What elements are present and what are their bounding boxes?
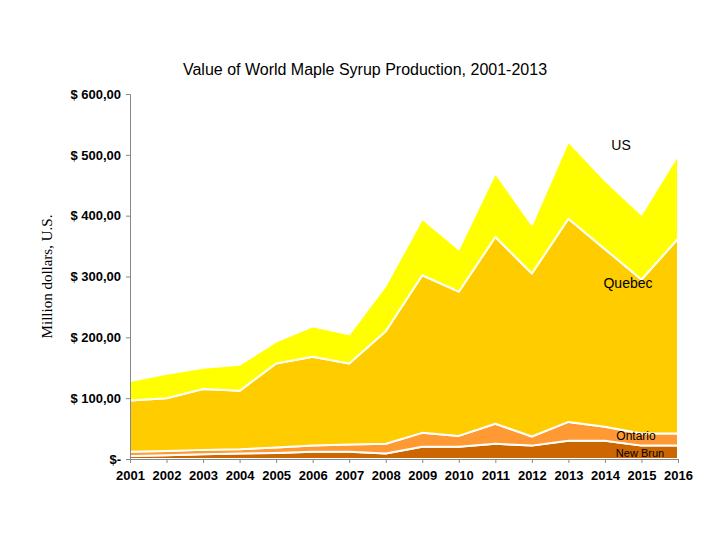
tick-label: 2007 [335, 468, 364, 483]
tick-mark [641, 459, 642, 463]
tick-mark [678, 459, 679, 463]
tick: 2001 [116, 459, 145, 483]
tick-label: 2005 [262, 468, 291, 483]
tick-mark [276, 459, 277, 463]
tick: $ 100,00 [70, 391, 130, 406]
tick-label: 2016 [664, 468, 693, 483]
tick: 2011 [482, 459, 510, 483]
tick-mark [126, 277, 130, 278]
tick-label: 2015 [628, 468, 657, 483]
tick: 2008 [372, 459, 401, 483]
tick-mark [126, 94, 130, 95]
tick-label: 2009 [408, 468, 437, 483]
tick-mark [349, 459, 350, 463]
tick: 2010 [445, 459, 474, 483]
tick-mark [126, 459, 130, 460]
tick-mark [240, 459, 241, 463]
tick-label: $ 500,00 [70, 147, 121, 162]
area [130, 141, 678, 400]
tick-mark [422, 459, 423, 463]
tick-label: 2014 [591, 468, 621, 483]
tick-label: 2002 [153, 468, 182, 483]
tick-label: $ 300,00 [70, 269, 121, 284]
tick-label: $ 200,00 [70, 330, 121, 345]
tick-mark [126, 337, 130, 338]
tick-mark [203, 459, 204, 463]
y-axis: $- $ 100,00 $ 200,00 $ 300,00 $ 400,00 $ 500,… [70, 87, 130, 467]
tick: $ 200,00 [70, 330, 130, 345]
tick: $ 500,00 [70, 147, 130, 162]
tick: $ 600,00 [70, 87, 130, 102]
axis-line [126, 95, 131, 460]
axis-line [131, 460, 679, 464]
chart: Value of World Maple Syrup Production, 2… [0, 0, 720, 540]
tick-mark [605, 459, 606, 463]
tick-label: 2011 [482, 468, 510, 483]
tick-mark [126, 398, 130, 399]
tick-mark [313, 459, 314, 463]
series-label: Ontario [616, 429, 656, 443]
tick-mark [459, 459, 460, 463]
tick: 2007 [335, 459, 364, 483]
tick: 2006 [299, 459, 328, 483]
tick-label: 2004 [226, 468, 256, 483]
tick: $- [109, 452, 130, 467]
tick: $ 400,00 [70, 208, 130, 223]
series-label: US [611, 137, 630, 153]
tick-label: 2013 [554, 468, 583, 483]
tick-label: $ 600,00 [70, 87, 121, 102]
tick-mark [386, 459, 387, 463]
tick: 2002 [153, 459, 182, 483]
tick-mark [130, 459, 131, 463]
tick: 2014 [591, 459, 621, 483]
series-label: Quebec [603, 275, 652, 291]
tick-label: 2008 [372, 468, 401, 483]
tick: 2015 [628, 459, 657, 483]
title: Value of World Maple Syrup Production, 2… [183, 61, 547, 78]
tick: 2009 [408, 459, 437, 483]
tick-label: $ 400,00 [70, 208, 121, 223]
tick: $ 300,00 [70, 269, 130, 284]
series-label: New Brun [616, 447, 664, 459]
plot-area [130, 141, 678, 459]
tick: 2004 [226, 459, 256, 483]
tick-label: 2012 [518, 468, 547, 483]
tick: 2003 [189, 459, 218, 483]
tick-mark [532, 459, 533, 463]
tick: 2005 [262, 459, 291, 483]
tick-label: 2010 [445, 468, 474, 483]
tick: 2013 [554, 459, 583, 483]
tick-label: 2006 [299, 468, 328, 483]
tick-mark [568, 459, 569, 463]
y-axis-title: Million dollars, U.S. [39, 215, 55, 339]
tick-label: 2001 [116, 468, 145, 483]
x-axis: 2001 2002 2003 2004 2005 2006 2007 2008 2009 2010… [116, 459, 693, 483]
tick-label: $ 100,00 [70, 391, 121, 406]
tick-mark [126, 216, 130, 217]
tick-mark [495, 459, 496, 463]
tick-mark [167, 459, 168, 463]
tick: 2012 [518, 459, 547, 483]
tick: 2016 [664, 459, 693, 483]
tick-label: $- [109, 452, 121, 467]
tick-label: 2003 [189, 468, 218, 483]
tick-mark [126, 155, 130, 156]
